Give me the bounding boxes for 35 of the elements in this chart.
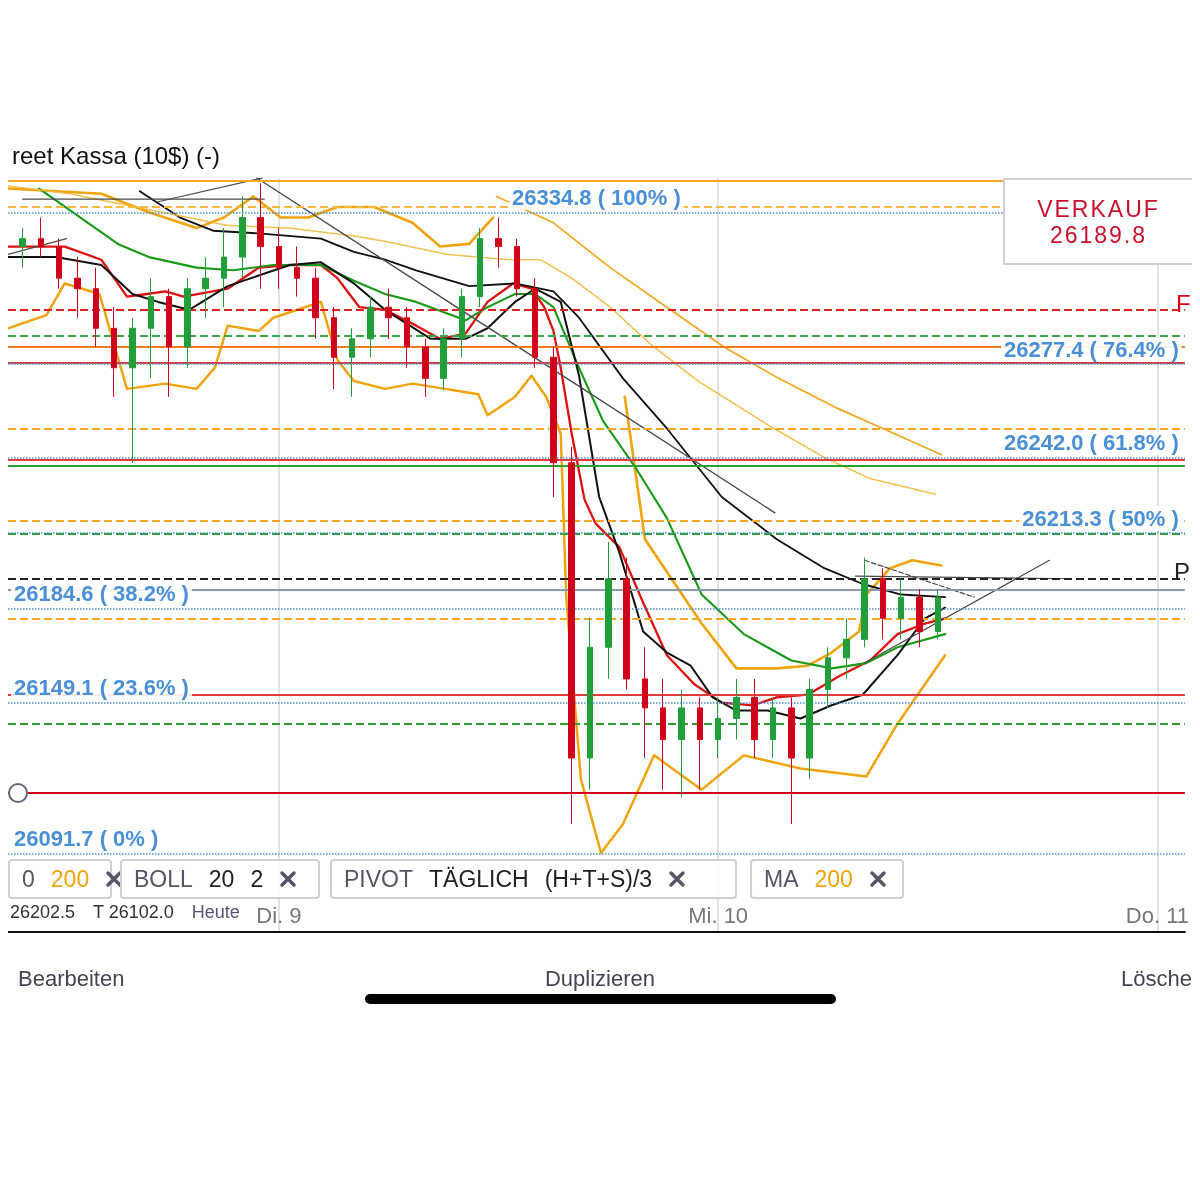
ref-line-label: 26213.3 ( 50% ) [1022, 505, 1179, 531]
indicator-chip: BOLL 20 2 [120, 859, 320, 899]
annotation: 200 [814, 865, 853, 893]
annotation: 26189.8 [1049, 221, 1148, 248]
x-tick-label: Do. 11 [1125, 902, 1189, 928]
indicator-chip: PIVOT TÄGLICH (H+T+S)/3 [330, 859, 737, 899]
annotation: F [1176, 290, 1191, 317]
annotation: VERKAUF [1037, 195, 1160, 222]
annotation: 26202.5 [10, 902, 76, 923]
text: Lösche [1121, 966, 1192, 991]
annotation: 2 [250, 865, 264, 893]
annotation: Heute [191, 902, 240, 923]
annotation: 200 [50, 865, 90, 893]
x-tick-label: Di. 9 [256, 902, 302, 928]
x-tick-label: Mi. 10 [688, 902, 749, 928]
ref-line-label: 26091.7 ( 0% ) [14, 826, 159, 852]
annotation: 0 [22, 865, 35, 893]
price-box: VERKAUF 26189.8 [1003, 178, 1192, 265]
annotation: TÄGLICH [429, 865, 529, 893]
ref-line-label: 26149.1 ( 23.6% ) [14, 674, 189, 700]
annotation: P [1174, 558, 1191, 585]
ref-line-label: 26334.8 ( 100% ) [512, 185, 681, 211]
annotation: T 26102.0 [93, 902, 174, 923]
indicator-chip: MA 200 [750, 859, 904, 899]
annotation: BOLL [134, 865, 193, 893]
ref-line-label: 26277.4 ( 76.4% ) [1003, 336, 1179, 362]
annotation: (H+T+S)/3 [544, 865, 653, 893]
annotation: 20 [208, 865, 235, 893]
chart-title: reet Kassa (10$) (-) [8, 140, 225, 172]
text: Bearbeiten [18, 966, 125, 991]
text: Duplizieren [544, 966, 656, 991]
annotation: PIVOT [344, 865, 414, 893]
annotation: MA [764, 865, 799, 893]
ref-line-label: 26184.6 ( 38.2% ) [14, 581, 189, 607]
ref-line-label: 26242.0 ( 61.8% ) [1003, 429, 1179, 455]
